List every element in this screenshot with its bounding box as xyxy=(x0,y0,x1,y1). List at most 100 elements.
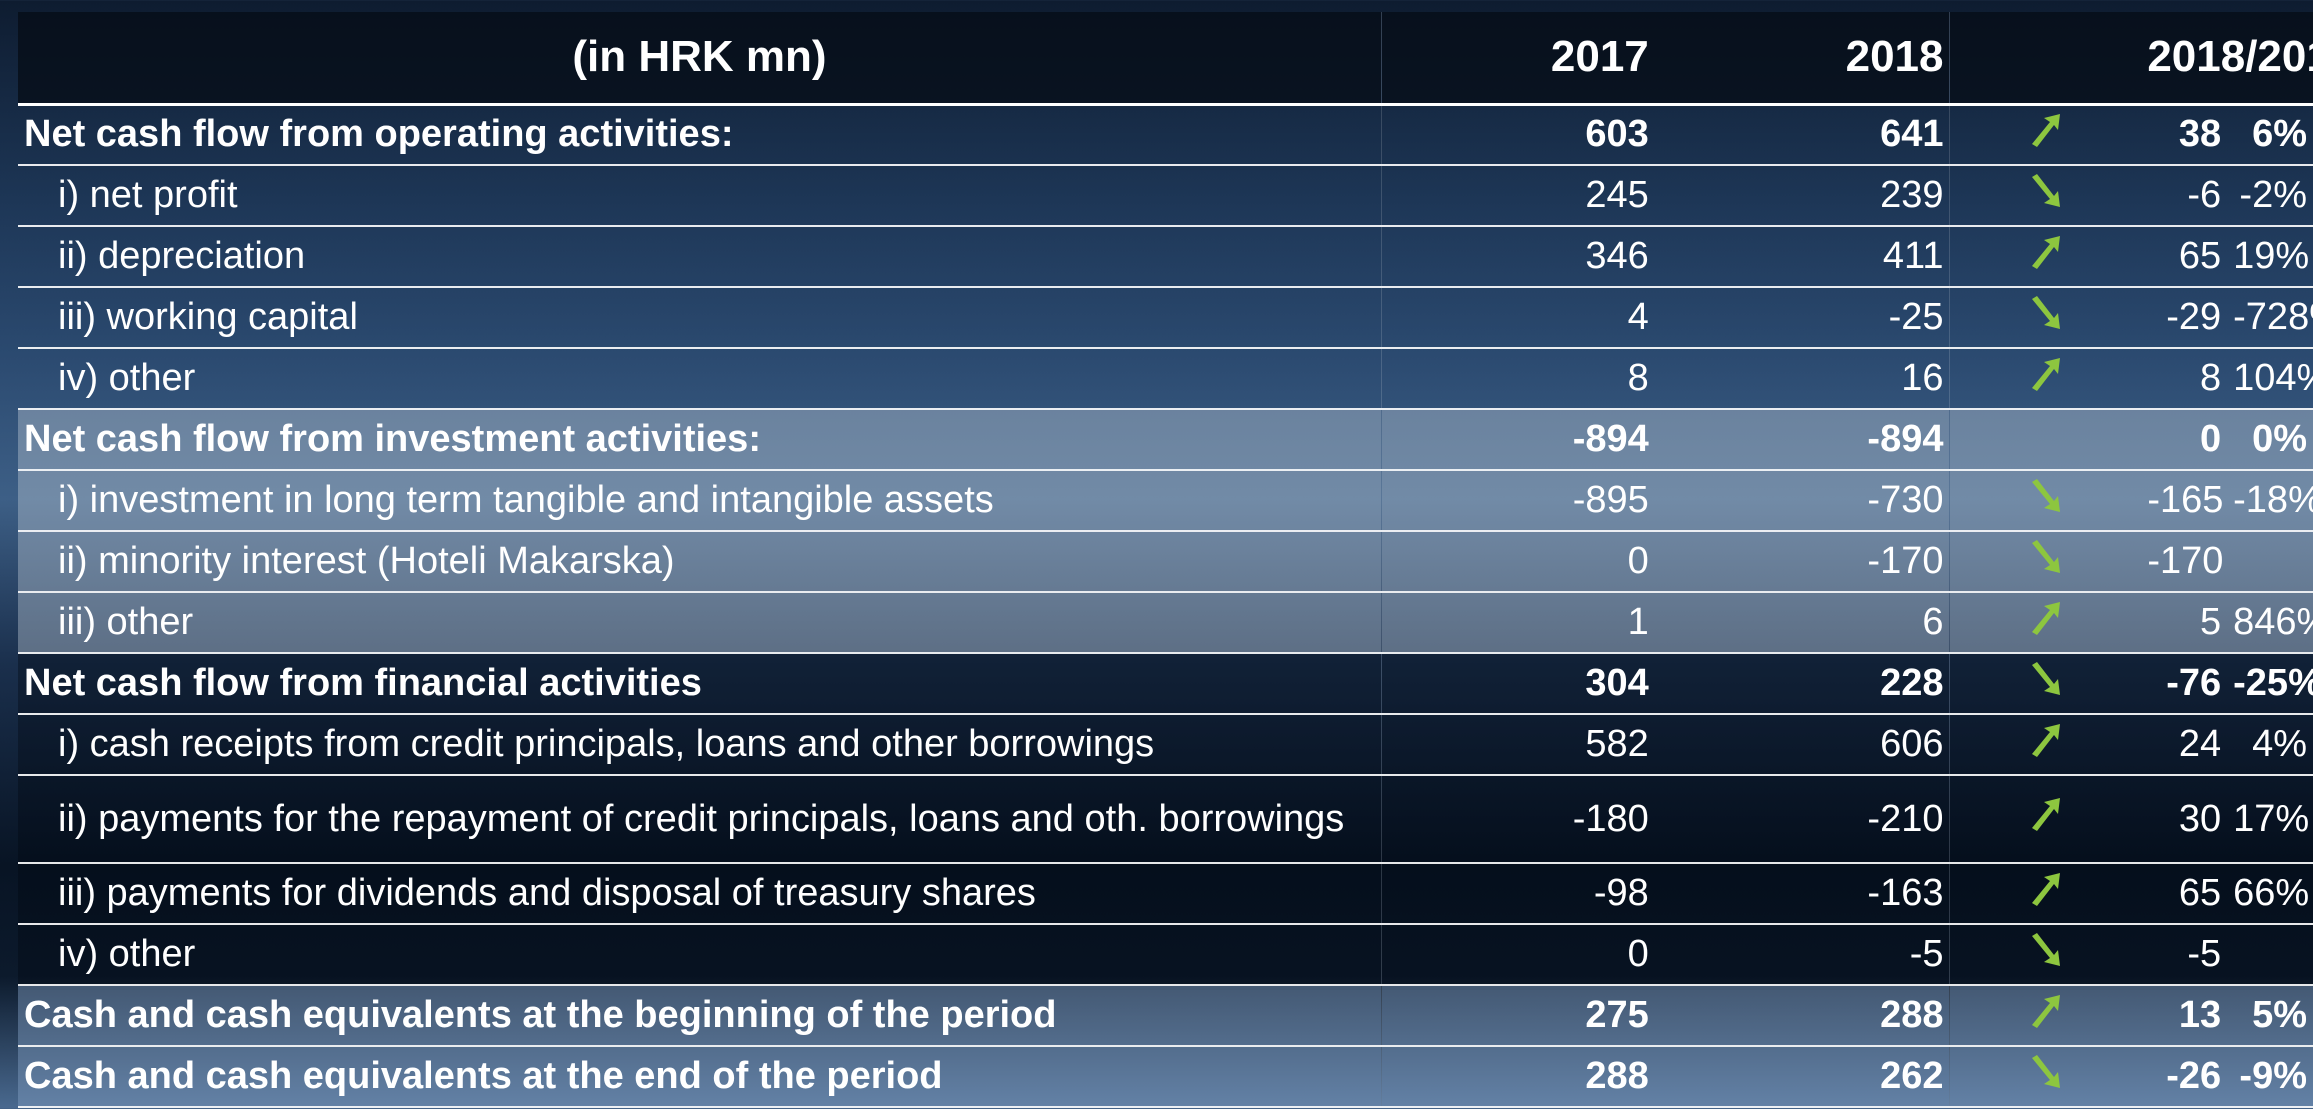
cash-flow-table: (in HRK mn) 2017 2018 2018/2017 Net cash… xyxy=(18,12,2313,1108)
table-cell: -894 xyxy=(1381,409,1655,471)
table-cell: -29 xyxy=(2141,287,2228,349)
table-cell: iv) other xyxy=(18,924,1382,986)
arrow-cell xyxy=(1949,924,2142,986)
trend-arrow xyxy=(2031,723,2060,757)
table-row: ii) payments for the repayment of credit… xyxy=(18,775,2313,864)
table-row: i) cash receipts from credit principals,… xyxy=(18,714,2313,776)
table-cell: 245 xyxy=(1381,165,1655,227)
header-cell: (in HRK mn) xyxy=(18,12,1382,106)
table-row: ii) depreciation 346 411 65 19% xyxy=(18,226,2313,288)
table-cell: Net cash flow from financial activities xyxy=(18,653,1382,715)
table-cell: iii) payments for dividends and disposal… xyxy=(18,863,1382,925)
table-cell: 582 xyxy=(1381,714,1655,776)
table-row: Net cash flow from operating activities:… xyxy=(18,104,2313,166)
table-cell: 346 xyxy=(1381,226,1655,288)
table-cell: -730 xyxy=(1654,470,1950,532)
table-cell: 19% xyxy=(2227,226,2313,288)
table-cell: -9% xyxy=(2227,1046,2313,1108)
table-row: ii) minority interest (Hoteli Makarska) 0… xyxy=(18,531,2313,593)
table-cell: Cash and cash equivalents at the end of … xyxy=(18,1046,1382,1108)
table-cell: iii) other xyxy=(18,592,1382,654)
table-cell: -26 xyxy=(2141,1046,2228,1108)
arrow-cell xyxy=(1949,531,2142,593)
trend-arrow xyxy=(2031,295,2060,329)
table-cell: 8 xyxy=(2141,348,2228,410)
table-cell: -25% xyxy=(2227,653,2313,715)
header-row: (in HRK mn) 2017 2018 2018/2017 xyxy=(18,12,2313,106)
table-row: iv) other 0 -5 -5 xyxy=(18,924,2313,986)
table-cell: 239 xyxy=(1654,165,1950,227)
table-row: i) investment in long term tangible and … xyxy=(18,470,2313,532)
table-cell: Cash and cash equivalents at the beginni… xyxy=(18,985,1382,1047)
arrow-cell xyxy=(1949,470,2142,532)
trend-arrow xyxy=(2031,798,2060,831)
table-cell: 0 xyxy=(1381,531,1655,593)
table-cell: -165 xyxy=(2141,470,2228,532)
table-cell: -894 xyxy=(1654,409,1950,471)
arrow-cell xyxy=(1949,409,2142,471)
table-cell xyxy=(2227,531,2313,593)
table-cell: ii) payments for the repayment of credit… xyxy=(18,775,1382,864)
table-cell: i) cash receipts from credit principals,… xyxy=(18,714,1382,776)
table-cell: Net cash flow from operating activities: xyxy=(18,104,1382,166)
table-cell: 603 xyxy=(1381,104,1655,166)
arrow-cell xyxy=(1949,165,2142,227)
table-cell: 6 xyxy=(1654,592,1950,654)
table-cell: 0 xyxy=(1381,924,1655,986)
table-cell: 30 xyxy=(2141,775,2228,864)
arrow-cell xyxy=(1949,714,2142,776)
table-cell: 24 xyxy=(2141,714,2228,776)
table-cell: iii) working capital xyxy=(18,287,1382,349)
arrow-cell xyxy=(1949,775,2142,864)
table-cell: ii) minority interest (Hoteli Makarska) xyxy=(18,531,1382,593)
table-cell: -210 xyxy=(1654,775,1950,864)
table-cell: -170 xyxy=(2141,531,2228,593)
arrow-cell xyxy=(1949,226,2142,288)
table-row: Cash and cash equivalents at the beginni… xyxy=(18,985,2313,1047)
table-cell: i) investment in long term tangible and … xyxy=(18,470,1382,532)
header-cell: 2018/2017 xyxy=(2141,12,2313,106)
arrow-cell xyxy=(1949,653,2142,715)
table-cell: 606 xyxy=(1654,714,1950,776)
arrow-cell xyxy=(1949,863,2142,925)
table-cell: 66% xyxy=(2227,863,2313,925)
arrow-cell xyxy=(1949,348,2142,410)
table-cell: -5 xyxy=(1654,924,1950,986)
table-cell: -180 xyxy=(1381,775,1655,864)
table-cell: 65 xyxy=(2141,863,2228,925)
table-cell: -6 xyxy=(2141,165,2228,227)
trend-arrow xyxy=(2031,994,2060,1028)
table-cell: 5% xyxy=(2227,985,2313,1047)
arrow-cell xyxy=(1949,1046,2142,1108)
table-cell: i) net profit xyxy=(18,165,1382,227)
table-cell: 65 xyxy=(2141,226,2228,288)
table-cell: 16 xyxy=(1654,348,1950,410)
trend-arrow xyxy=(2031,357,2060,391)
table-cell: 4% xyxy=(2227,714,2313,776)
table-row: Net cash flow from investment activities… xyxy=(18,409,2313,471)
table-cell: -76 xyxy=(2141,653,2228,715)
table-cell: 262 xyxy=(1654,1046,1950,1108)
table-cell: 6% xyxy=(2227,104,2313,166)
arrow-cell xyxy=(1949,592,2142,654)
table-cell: 275 xyxy=(1381,985,1655,1047)
trend-arrow xyxy=(2031,113,2060,147)
table-cell: -5 xyxy=(2141,924,2228,986)
table-cell: 5 xyxy=(2141,592,2228,654)
table-cell: -18% xyxy=(2227,470,2313,532)
table-cell: Net cash flow from investment activities… xyxy=(18,409,1382,471)
arrow-cell xyxy=(1949,287,2142,349)
table-cell: -98 xyxy=(1381,863,1655,925)
table-cell xyxy=(2227,924,2313,986)
trend-arrow xyxy=(2031,1054,2060,1088)
table-cell: -2% xyxy=(2227,165,2313,227)
table-cell: 104% xyxy=(2227,348,2313,410)
trend-arrow xyxy=(2031,872,2060,906)
table-cell: -895 xyxy=(1381,470,1655,532)
table-row: Net cash flow from financial activities 3… xyxy=(18,653,2313,715)
table-cell: 411 xyxy=(1654,226,1950,288)
trend-arrow xyxy=(2031,173,2060,207)
